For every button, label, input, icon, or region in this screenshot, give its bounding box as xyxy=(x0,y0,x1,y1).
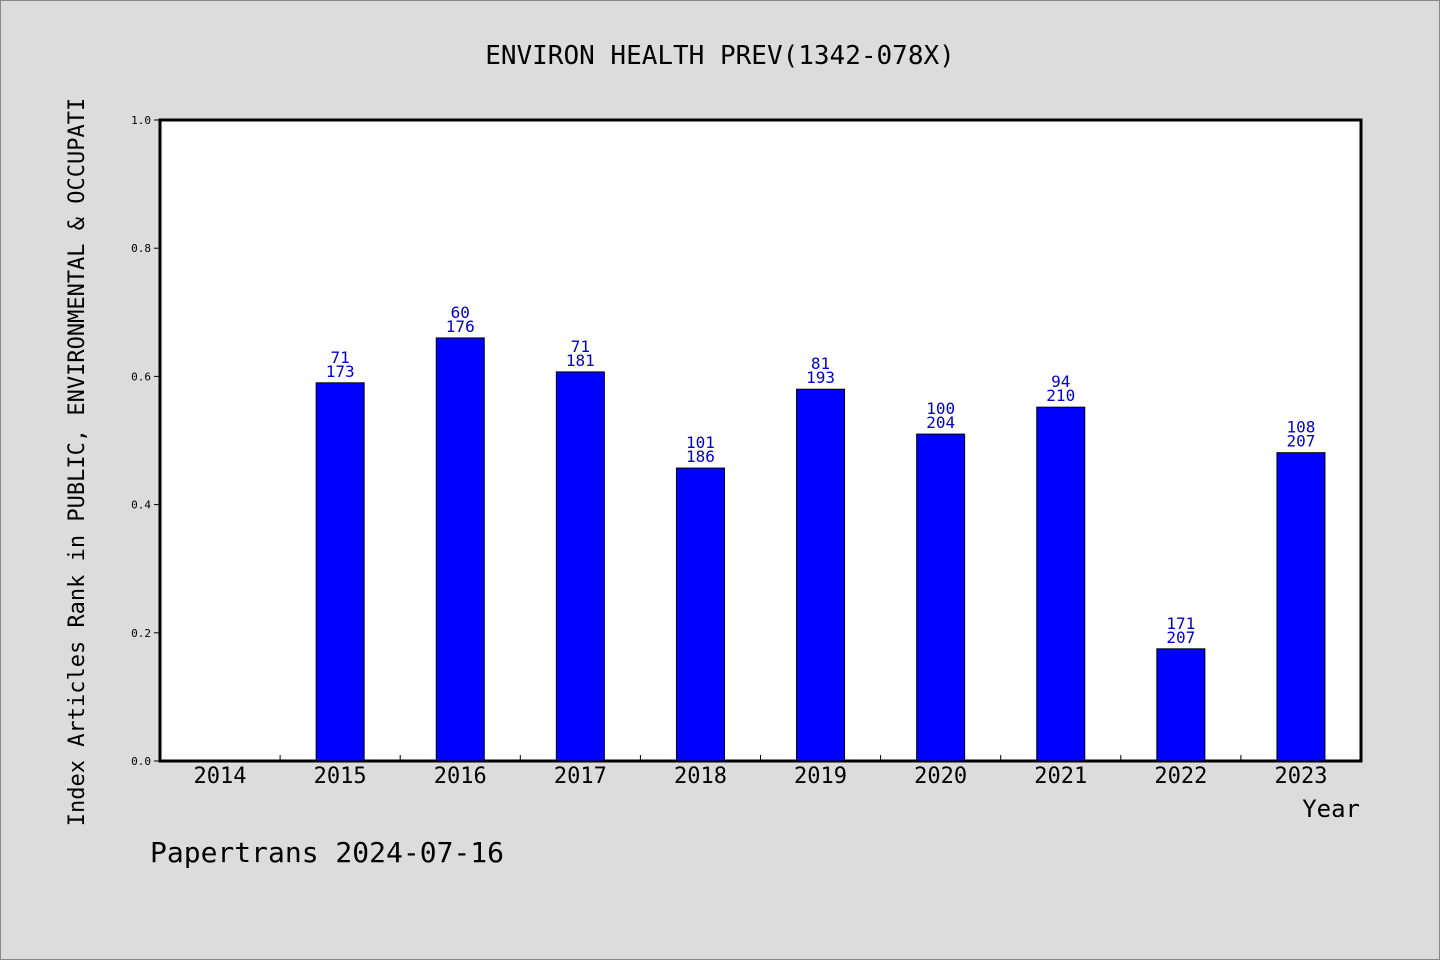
bar-2017 xyxy=(555,371,605,762)
bars-group xyxy=(315,337,1326,762)
x-axis-ticks: 2014 2015 2016 2017 2018 2019 2020 2021 2022 2023 xyxy=(194,755,1327,789)
x-tick-label-2022: 2022 xyxy=(1154,764,1207,789)
bar-rank-label-2019: 81 xyxy=(811,354,830,373)
x-tick-label-2017: 2017 xyxy=(554,764,607,789)
bar-total-label-2019: 193 xyxy=(806,368,835,387)
x-tick-label-2018: 2018 xyxy=(674,764,727,789)
x-tick-label-2014: 2014 xyxy=(194,764,247,789)
bar-total-label-2017: 181 xyxy=(566,351,595,370)
y-axis-ticks: 0.0 0.2 0.4 0.6 0.8 1.0 xyxy=(131,114,160,768)
bar-rank-label-2015: 71 xyxy=(331,348,350,367)
bar-rank-label-2020: 100 xyxy=(926,399,955,418)
x-tick-label-2016: 2016 xyxy=(434,764,487,789)
bar-rank-label-2018: 101 xyxy=(686,433,715,452)
y-tick-label: 0.2 xyxy=(131,627,151,640)
bar-total-label-2023: 207 xyxy=(1286,432,1315,451)
y-tick-label: 0.0 xyxy=(131,755,151,768)
chart-title: ENVIRON HEALTH PREV(1342-078X) xyxy=(485,41,955,71)
bar-total-label-2022: 207 xyxy=(1166,628,1195,647)
bar-rank-label-2016: 60 xyxy=(451,303,470,322)
x-tick-label-2021: 2021 xyxy=(1034,764,1087,789)
bar-2022 xyxy=(1156,648,1206,762)
bar-total-label-2021: 210 xyxy=(1046,386,1075,405)
bar-2023 xyxy=(1276,452,1326,762)
bar-rank-label-2022: 171 xyxy=(1166,614,1195,633)
x-tick-label-2020: 2020 xyxy=(914,764,967,789)
bar-rank-label-2017: 71 xyxy=(571,337,590,356)
bar-rank-label-2021: 94 xyxy=(1051,372,1070,391)
bar-rank-label-2023: 108 xyxy=(1286,418,1315,437)
bar-2018 xyxy=(675,467,725,762)
x-tick-label-2019: 2019 xyxy=(794,764,847,789)
bar-total-label-2018: 186 xyxy=(686,447,715,466)
bar-2016 xyxy=(435,337,485,762)
y-tick-label: 0.6 xyxy=(131,370,151,383)
y-tick-label: 0.8 xyxy=(131,242,151,255)
bar-total-label-2015: 173 xyxy=(326,362,355,381)
bar-2019 xyxy=(796,388,846,762)
bar-total-label-2016: 176 xyxy=(446,317,475,336)
x-tick-label-2015: 2015 xyxy=(314,764,367,789)
y-axis-label: Index Articles Rank in PUBLIC, ENVIRONME… xyxy=(65,98,90,826)
footer-date-stamp: Papertrans 2024-07-16 xyxy=(150,836,504,869)
x-tick-label-2023: 2023 xyxy=(1274,764,1327,789)
x-axis-label: Year xyxy=(1302,795,1360,823)
bar-2015 xyxy=(315,382,365,762)
bar-2021 xyxy=(1036,406,1086,762)
bar-2020 xyxy=(916,433,966,762)
y-tick-label: 1.0 xyxy=(131,114,151,127)
data-labels-group: 7117360176711811011868119310020494210171… xyxy=(326,303,1316,647)
bar-total-label-2020: 204 xyxy=(926,413,955,432)
y-tick-label: 0.4 xyxy=(131,499,151,512)
